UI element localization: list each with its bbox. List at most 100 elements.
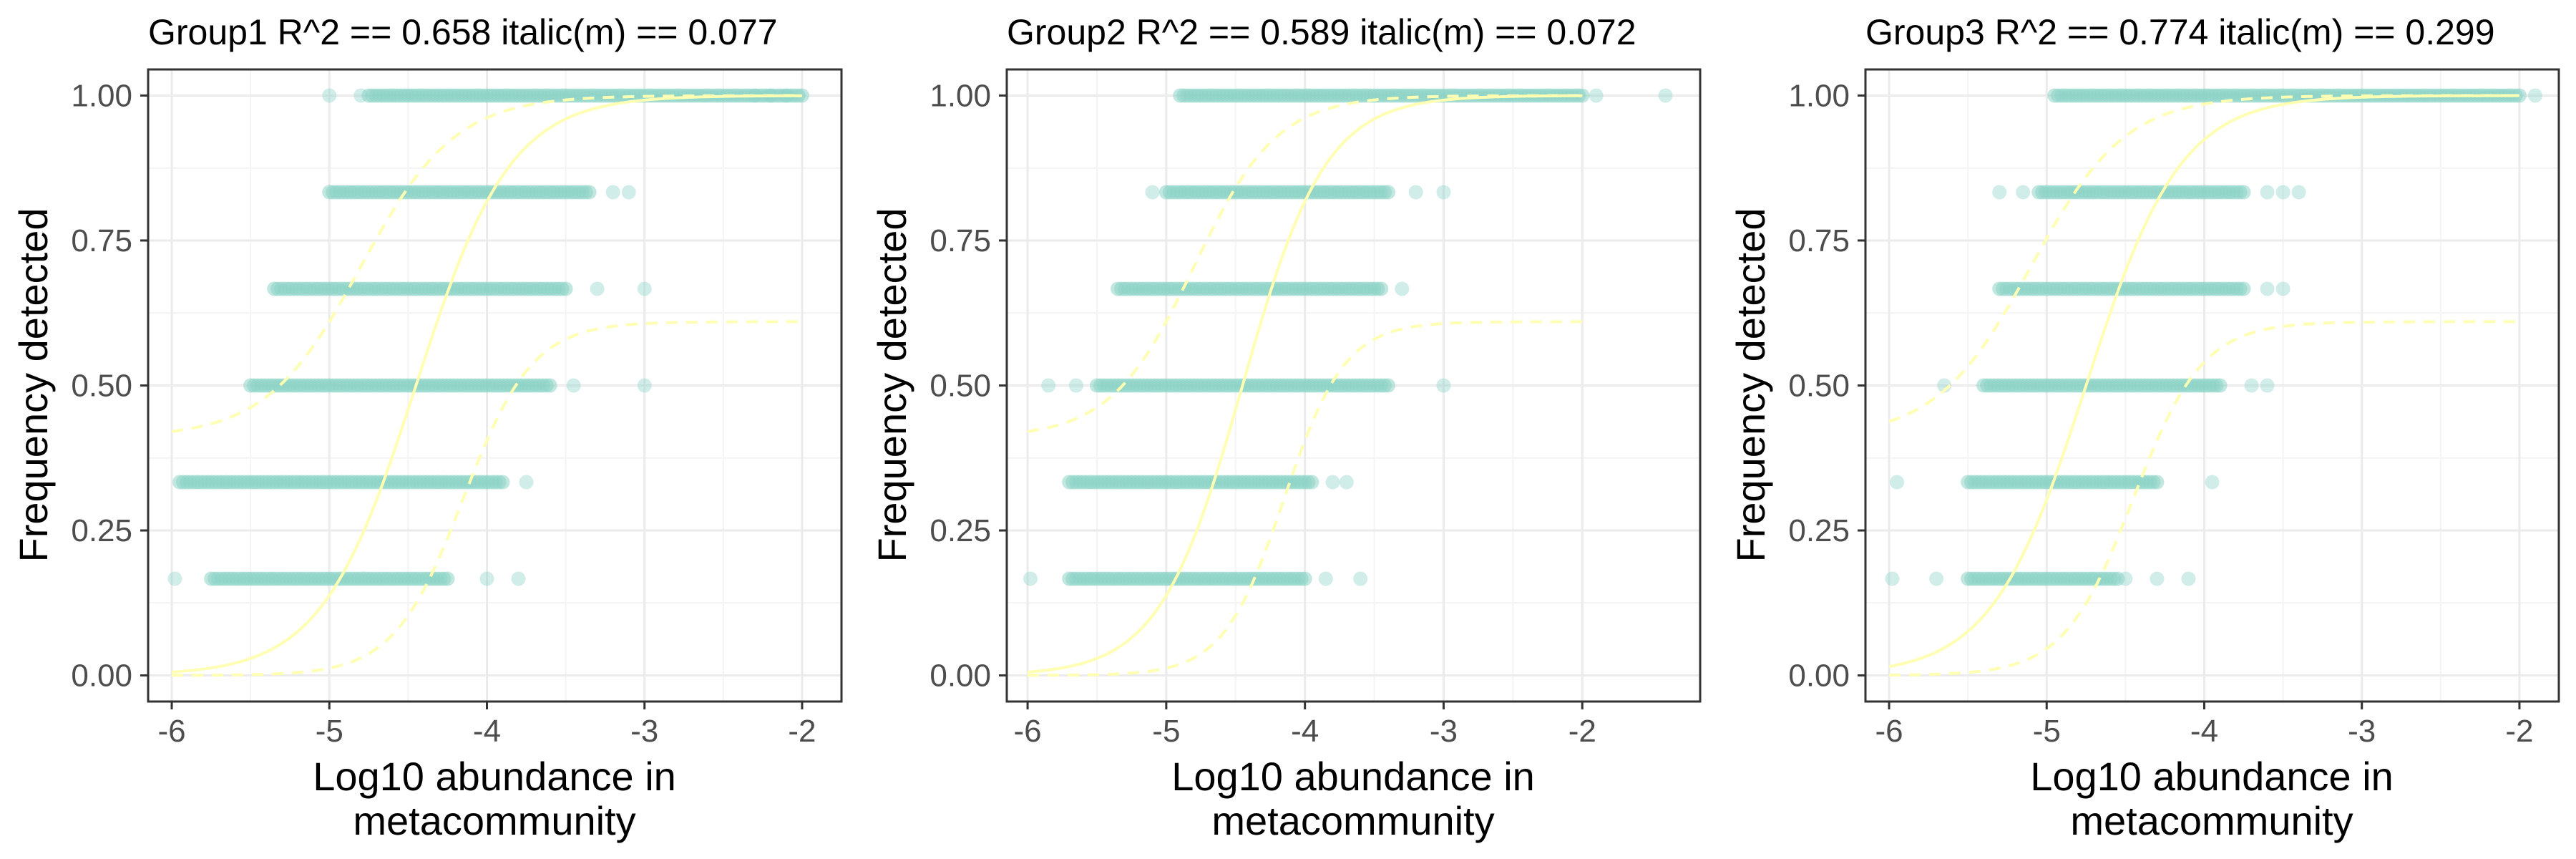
data-point bbox=[1325, 475, 1340, 490]
x-tick-label-3: -3 bbox=[2348, 714, 2376, 749]
tick-marks bbox=[1858, 94, 2521, 709]
fit-line bbox=[1888, 94, 2519, 669]
data-point bbox=[1380, 378, 1395, 393]
data-point bbox=[590, 281, 605, 296]
data-point bbox=[440, 571, 455, 586]
data-point bbox=[637, 378, 652, 393]
y-axis-title: Frequency detected bbox=[11, 208, 56, 563]
x-tick-label-1: -5 bbox=[2033, 714, 2061, 749]
data-point bbox=[2275, 185, 2290, 200]
y-tick-label-4: 1.00 bbox=[930, 78, 991, 113]
data-point bbox=[2150, 571, 2165, 586]
y-tick-label-2: 0.50 bbox=[1788, 369, 1850, 404]
x-tick-label-1: -5 bbox=[316, 714, 343, 749]
data-point bbox=[2260, 281, 2275, 296]
x-axis-title-line1: Log10 abundance in bbox=[313, 754, 676, 799]
data-layer bbox=[1885, 88, 2542, 677]
panel-title: Group1 R^2 == 0.658 italic(m) == 0.077 bbox=[148, 12, 778, 52]
data-layer bbox=[1023, 88, 1673, 677]
data-point bbox=[637, 281, 652, 296]
data-point bbox=[1589, 88, 1604, 103]
panel-group3: Group3 R^2 == 0.774 italic(m) == 0.299 0… bbox=[1728, 12, 2560, 843]
data-point bbox=[511, 571, 526, 586]
data-point bbox=[1436, 378, 1451, 393]
data-point bbox=[2244, 378, 2259, 393]
data-point bbox=[1339, 475, 1354, 490]
y-tick-label-3: 0.75 bbox=[1788, 223, 1850, 258]
data-point bbox=[2110, 571, 2125, 586]
data-point bbox=[1297, 571, 1312, 586]
data-point bbox=[519, 475, 534, 490]
x-axis-title-line1: Log10 abundance in bbox=[1171, 754, 1535, 799]
data-point bbox=[1023, 571, 1038, 586]
x-axis-title-line2: metacommunity bbox=[353, 798, 635, 843]
data-point bbox=[2205, 475, 2220, 490]
ci-lower-line bbox=[1889, 320, 2519, 677]
data-point bbox=[2212, 378, 2228, 393]
panel-title: Group3 R^2 == 0.774 italic(m) == 0.299 bbox=[1865, 12, 2495, 52]
data-point bbox=[558, 281, 573, 296]
grid bbox=[1865, 69, 2559, 702]
data-point bbox=[621, 185, 636, 200]
panel-title: Group2 R^2 == 0.589 italic(m) == 0.072 bbox=[1007, 12, 1636, 52]
data-point bbox=[167, 571, 182, 586]
x-tick-label-0: -6 bbox=[1875, 714, 1903, 749]
data-point bbox=[2236, 185, 2251, 200]
data-point bbox=[2118, 571, 2133, 586]
ci-upper-line bbox=[1888, 94, 2519, 423]
x-tick-label-3: -3 bbox=[1430, 714, 1458, 749]
ci-upper-line bbox=[171, 94, 802, 433]
data-point bbox=[495, 475, 510, 490]
ci-lower-line bbox=[172, 320, 802, 677]
tick-marks bbox=[999, 94, 1584, 709]
data-point bbox=[1436, 185, 1451, 200]
x-axis-title-line2: metacommunity bbox=[1211, 798, 1494, 843]
x-tick-label-0: -6 bbox=[157, 714, 185, 749]
y-tick-label-2: 0.50 bbox=[930, 369, 991, 404]
data-point bbox=[1353, 571, 1368, 586]
data-point bbox=[1374, 281, 1389, 296]
y-tick-label-3: 0.75 bbox=[930, 223, 991, 258]
data-point bbox=[1041, 378, 1056, 393]
y-tick-label-3: 0.75 bbox=[71, 223, 132, 258]
data-point bbox=[2291, 185, 2306, 200]
x-tick-label-2: -4 bbox=[1291, 714, 1319, 749]
data-point bbox=[322, 88, 337, 103]
x-tick-label-2: -4 bbox=[473, 714, 501, 749]
data-point bbox=[1395, 281, 1410, 296]
tick-marks bbox=[140, 94, 804, 709]
y-axis-title: Frequency detected bbox=[869, 208, 914, 563]
data-point bbox=[2236, 281, 2251, 296]
data-point bbox=[1929, 571, 1944, 586]
data-point bbox=[2016, 185, 2031, 200]
y-tick-label-4: 1.00 bbox=[71, 78, 132, 113]
data-point bbox=[2512, 88, 2527, 103]
x-tick-label-4: -2 bbox=[1568, 714, 1596, 749]
y-tick-label-1: 0.25 bbox=[71, 513, 132, 548]
x-tick-label-4: -2 bbox=[2505, 714, 2533, 749]
data-point bbox=[479, 571, 494, 586]
y-tick-label-1: 0.25 bbox=[930, 513, 991, 548]
fit-line bbox=[171, 94, 802, 674]
data-point bbox=[2181, 571, 2196, 586]
x-tick-label-2: -4 bbox=[2190, 714, 2218, 749]
y-tick-label-4: 1.00 bbox=[1788, 78, 1850, 113]
data-point bbox=[1145, 185, 1160, 200]
y-tick-label-1: 0.25 bbox=[1788, 513, 1850, 548]
y-axis-title: Frequency detected bbox=[1728, 208, 1773, 563]
panel-group2: Group2 R^2 == 0.589 italic(m) == 0.072 0… bbox=[869, 12, 1702, 843]
y-tick-label-2: 0.50 bbox=[71, 369, 132, 404]
panel-group1: Group1 R^2 == 0.658 italic(m) == 0.077 0… bbox=[11, 12, 843, 843]
data-point bbox=[566, 378, 581, 393]
x-tick-label-1: -5 bbox=[1152, 714, 1180, 749]
data-point bbox=[1992, 185, 2007, 200]
y-tick-label-0: 0.00 bbox=[930, 659, 991, 694]
data-point bbox=[2527, 88, 2542, 103]
data-point bbox=[2275, 281, 2290, 296]
data-point bbox=[1885, 571, 1900, 586]
y-tick-label-0: 0.00 bbox=[1788, 659, 1850, 694]
x-tick-label-0: -6 bbox=[1014, 714, 1042, 749]
data-point bbox=[2260, 185, 2275, 200]
data-point bbox=[542, 378, 557, 393]
